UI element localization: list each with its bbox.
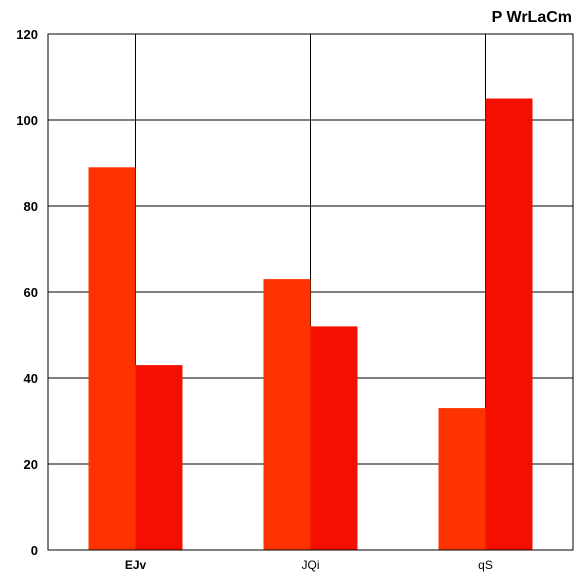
x-tick-label: EJv bbox=[125, 558, 147, 572]
bar-JQi-series-1 bbox=[263, 279, 311, 550]
y-tick-label: 80 bbox=[24, 199, 38, 214]
bar-EJv-series-2 bbox=[135, 365, 183, 550]
y-tick-label: 100 bbox=[16, 113, 38, 128]
bar-JQi-series-2 bbox=[310, 326, 358, 550]
bar-qS-series-2 bbox=[485, 98, 533, 550]
y-axis-ticks: 0 20 40 60 80 100 120 bbox=[16, 27, 38, 558]
bars bbox=[88, 98, 533, 551]
y-tick-label: 0 bbox=[31, 543, 38, 558]
plot-frame bbox=[47, 33, 574, 551]
y-tick-label: 60 bbox=[24, 285, 38, 300]
y-tick-label: 20 bbox=[24, 457, 38, 472]
x-tick-label: JQi bbox=[302, 558, 320, 572]
chart-title: P WrLaCm bbox=[492, 9, 572, 26]
y-tick-label: 120 bbox=[16, 27, 38, 42]
bar-EJv-series-1 bbox=[88, 167, 136, 551]
x-tick-label: qS bbox=[478, 558, 493, 572]
y-tick-label: 40 bbox=[24, 371, 38, 386]
bar-qS-series-1 bbox=[438, 408, 486, 550]
x-axis-ticks: EJv JQi qS bbox=[125, 558, 493, 572]
